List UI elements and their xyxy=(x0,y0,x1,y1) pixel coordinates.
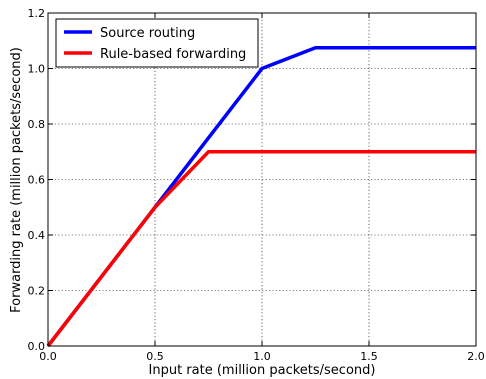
legend: Source routing Rule-based forwarding xyxy=(55,18,259,68)
x-tick-labels: 0.0 0.5 1.0 1.5 2.0 xyxy=(39,350,485,363)
x-tick-label: 0.0 xyxy=(39,350,57,363)
y-tick-labels: 0.0 0.2 0.4 0.6 0.8 1.0 1.2 xyxy=(28,7,46,353)
x-tick-label: 0.5 xyxy=(146,350,164,363)
y-tick-label: 0.8 xyxy=(28,118,46,131)
legend-box xyxy=(55,18,259,68)
legend-label-source-routing: Source routing xyxy=(100,26,195,41)
legend-label-rule-based-forwarding: Rule-based forwarding xyxy=(100,47,246,62)
y-tick-label: 1.0 xyxy=(28,63,46,76)
x-tick-label: 1.5 xyxy=(360,350,378,363)
axis-ticks xyxy=(47,12,477,347)
y-tick-label: 0.2 xyxy=(28,285,46,298)
series-line-rule-based-forwarding xyxy=(46,150,476,348)
y-tick-label: 0.0 xyxy=(28,340,46,353)
x-tick-label: 2.0 xyxy=(467,350,485,363)
x-axis-label: Input rate (million packets/second) xyxy=(149,363,376,378)
y-tick-label: 1.2 xyxy=(28,7,46,20)
series-lines xyxy=(46,45,476,348)
y-tick-label: 0.4 xyxy=(28,229,46,242)
y-tick-label: 0.6 xyxy=(28,174,46,187)
x-tick-label: 1.0 xyxy=(253,350,271,363)
y-axis-label: Forwarding rate (million packets/second) xyxy=(9,47,24,313)
